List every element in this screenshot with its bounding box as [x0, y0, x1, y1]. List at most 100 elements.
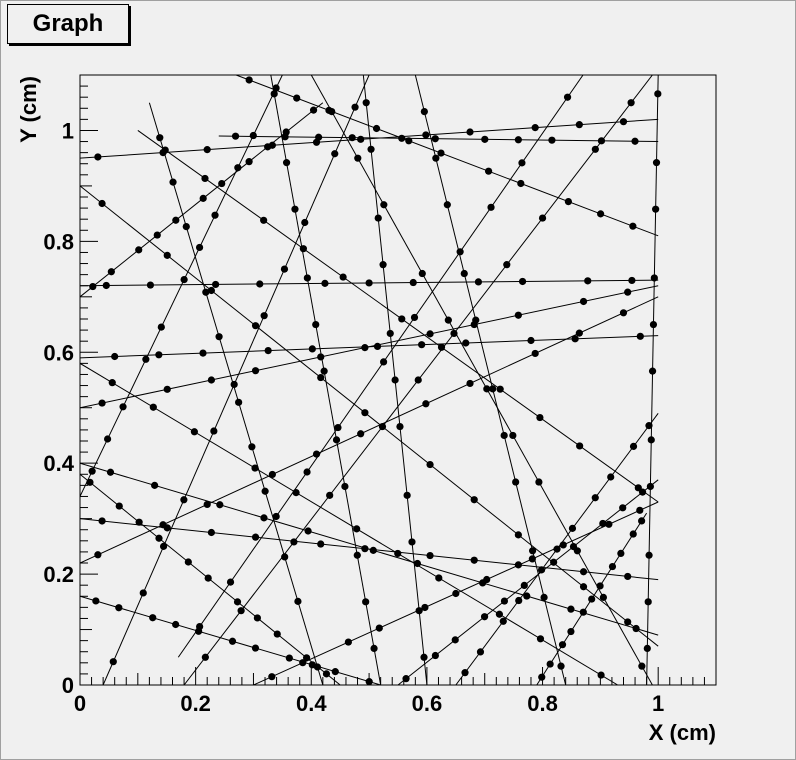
hit-point [361, 409, 369, 417]
hit-point [334, 423, 342, 432]
y-tick-label: 0.6 [43, 340, 74, 365]
hit-point [153, 231, 161, 239]
hit-point [98, 399, 106, 407]
y-tick-label: 0.8 [43, 229, 74, 254]
hit-point [233, 598, 242, 606]
hit-point [115, 604, 123, 612]
hit-point [357, 430, 365, 438]
hit-point [264, 346, 272, 355]
track-line [310, 75, 653, 685]
hit-point [483, 575, 491, 584]
hit-point [195, 243, 204, 252]
hit-point [410, 313, 419, 322]
track-line [414, 75, 567, 685]
hit-point [431, 651, 439, 660]
hit-point [92, 597, 100, 605]
hit-point [211, 211, 219, 219]
hit-point [538, 214, 547, 222]
hit-point [251, 367, 260, 375]
hit-point [500, 597, 509, 605]
hit-point [619, 504, 627, 512]
hit-point [251, 644, 260, 652]
hit-point [260, 514, 268, 522]
hit-point [142, 355, 150, 363]
hit-point [474, 278, 483, 286]
hit-point [579, 297, 588, 306]
hit-point [339, 273, 347, 281]
hit-point [86, 478, 94, 486]
hit-point [212, 280, 220, 289]
hit-point [309, 106, 318, 114]
hit-point [281, 553, 289, 561]
hit-point [450, 329, 458, 338]
hit-point [394, 549, 402, 558]
x-tick-label: 0 [74, 691, 86, 716]
hit-point [480, 613, 489, 621]
hit-point [328, 108, 336, 116]
hit-point [596, 582, 604, 590]
hit-point [111, 352, 119, 361]
hit-point [514, 561, 522, 569]
hit-point [567, 627, 575, 636]
hit-point [149, 403, 157, 411]
hit-point [418, 341, 426, 349]
hit-point [540, 593, 548, 601]
hit-point [308, 661, 316, 669]
track-line [646, 75, 659, 685]
hit-point [245, 76, 253, 84]
hit-point [564, 198, 572, 206]
hit-point [579, 608, 587, 616]
hit-point [102, 281, 110, 290]
hit-point [503, 261, 511, 269]
hit-point [548, 136, 556, 144]
hit-point [435, 574, 443, 582]
hit-point [575, 121, 583, 129]
hit-point [426, 551, 434, 560]
hit-point [303, 274, 311, 282]
hit-point [341, 482, 349, 491]
hit-point [362, 99, 370, 107]
hit-point [106, 468, 115, 476]
hit-point [367, 145, 375, 153]
hit-point [353, 525, 361, 533]
hit-point [420, 653, 428, 661]
hit-point [597, 137, 606, 145]
hit-point [432, 154, 440, 162]
hit-point [631, 137, 639, 145]
hit-point [517, 179, 525, 188]
hit-point [290, 538, 298, 546]
hit-point [408, 538, 416, 546]
hit-point [365, 279, 373, 287]
hit-point [204, 574, 212, 582]
hit-point [294, 597, 302, 605]
hit-point [374, 214, 382, 222]
hit-point [489, 385, 497, 393]
hit-point [466, 128, 474, 136]
hit-point [422, 131, 430, 139]
hit-point [109, 658, 117, 666]
hit-point [190, 428, 198, 436]
hit-point [201, 653, 209, 661]
hit-point [499, 617, 507, 625]
hit-point [652, 205, 660, 213]
hit-point [249, 131, 257, 140]
hit-point [597, 210, 605, 218]
hit-point [456, 248, 464, 256]
hit-point [312, 320, 320, 329]
hit-point [569, 542, 578, 551]
hit-point [361, 344, 369, 352]
hit-point [199, 349, 207, 357]
x-axis-title: X (cm) [649, 720, 716, 745]
hit-point [203, 146, 211, 154]
hit-point [426, 460, 434, 469]
hit-point [273, 630, 281, 638]
hit-point [157, 323, 165, 331]
hit-point [202, 288, 210, 296]
hit-point [332, 436, 341, 444]
track-line [80, 362, 618, 685]
hit-point [155, 351, 163, 359]
hit-point [559, 541, 567, 549]
hit-point [563, 93, 572, 101]
hit-point [421, 603, 429, 612]
